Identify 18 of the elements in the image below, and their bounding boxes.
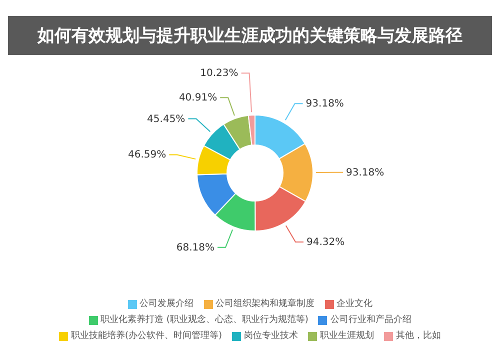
legend-label: 企业文化: [336, 298, 372, 311]
data-label: 94.32%: [306, 236, 345, 248]
legend-label: 公司行业和产品介绍: [329, 314, 412, 327]
data-label: 93.18%: [306, 98, 344, 110]
data-label: 45.45%: [147, 114, 186, 125]
legend-label: 公司发展介绍: [138, 298, 194, 311]
legend-label: 职业化素养打造 (职业观念、心态、职业行为规范等): [100, 314, 308, 327]
data-label: 68.18%: [176, 242, 215, 254]
data-label: 46.59%: [128, 150, 166, 161]
legend-label: 职业生涯规划: [319, 330, 374, 343]
legend-label: 职业技能培养(办公软件、时间管理等): [70, 330, 222, 343]
legend-label: 岗位专业技术: [243, 330, 298, 343]
chart-title: 如何有效规划与提升职业生涯成功的关键策略与发展路径: [8, 16, 492, 55]
legend-label: 公司组织架构和规章制度: [214, 298, 314, 311]
legend-label: 其他，比如: [395, 330, 442, 343]
data-label: 40.91%: [178, 92, 218, 104]
data-label: 10.23%: [200, 68, 238, 80]
data-label: 93.18%: [346, 167, 384, 178]
